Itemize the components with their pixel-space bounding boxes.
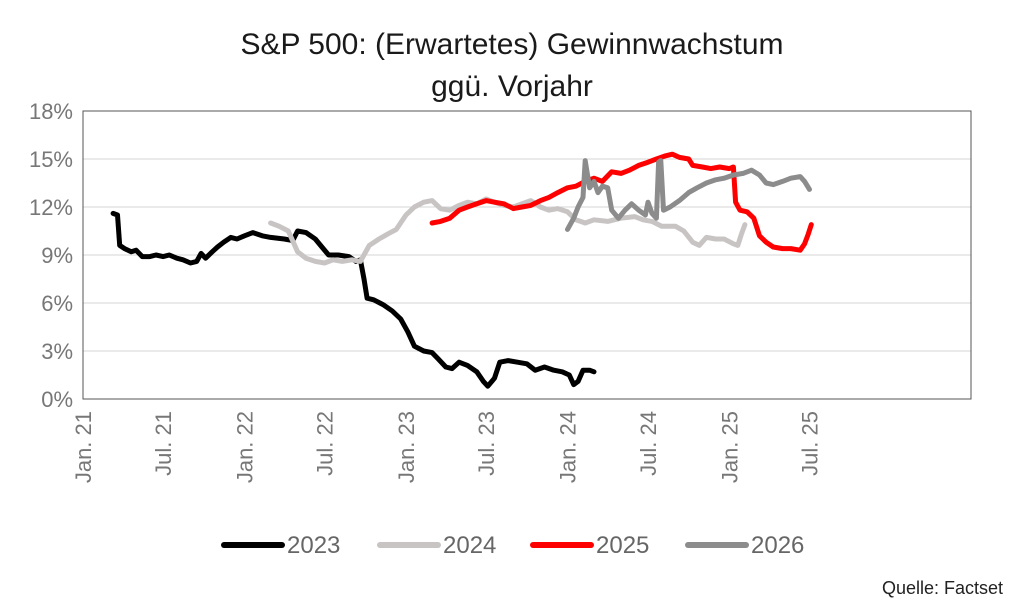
series-line-2026	[565, 158, 812, 232]
x-tick-label: Jul. 21	[151, 411, 176, 476]
x-tick-label: Jan. 23	[394, 411, 419, 483]
plot-frame	[82, 110, 972, 400]
series-line-2023	[110, 210, 597, 389]
gridlines	[83, 158, 971, 352]
legend-label-2025: 2025	[596, 532, 649, 559]
series-line-2025	[429, 151, 814, 253]
x-tick-label: Jul. 22	[313, 411, 338, 476]
x-axis-ticks: Jan. 21 Jul. 21 Jan. 22 Jul. 22 Jan. 23 Jul. …	[71, 411, 823, 483]
x-tick-label: Jan. 25	[717, 411, 742, 483]
series-lines	[110, 151, 814, 389]
legend-label-2026: 2026	[751, 532, 804, 559]
x-tick-label: Jan. 21	[71, 411, 96, 483]
y-axis-ticks: 0% 3% 6% 9% 12% 15% 18%	[29, 99, 73, 412]
x-tick-label: Jul. 24	[636, 411, 661, 476]
y-tick-label: 9%	[41, 243, 73, 268]
x-tick-label: Jan. 24	[555, 411, 580, 483]
legend: 2023 2024 2025 2026	[221, 532, 804, 559]
y-tick-label: 6%	[41, 291, 73, 316]
legend-label-2024: 2024	[443, 532, 496, 559]
source-note: Quelle: Factset	[882, 578, 1003, 598]
x-tick-label: Jan. 22	[232, 411, 257, 483]
legend-label-2023: 2023	[287, 532, 340, 559]
chart-title-line-2: ggü. Vorjahr	[431, 70, 593, 103]
y-tick-label: 12%	[29, 195, 73, 220]
chart-title-line-1: S&P 500: (Erwartetes) Gewinnwachstum	[240, 28, 783, 61]
y-tick-label: 15%	[29, 147, 73, 172]
x-tick-label: Jul. 23	[474, 411, 499, 476]
y-tick-label: 3%	[41, 339, 73, 364]
y-tick-label: 0%	[41, 387, 73, 412]
y-tick-label: 18%	[29, 99, 73, 124]
x-tick-label: Jul. 25	[798, 411, 823, 476]
